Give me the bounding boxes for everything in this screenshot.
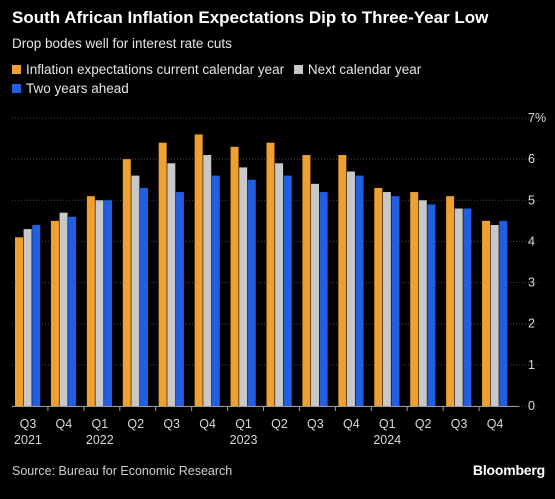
bar <box>95 200 104 406</box>
bar <box>382 192 391 406</box>
x-tick-label: Q3 <box>307 417 324 431</box>
x-tick-label: Q4 <box>56 417 73 431</box>
chart-subtitle: Drop bodes well for interest rate cuts <box>12 36 232 51</box>
x-tick-label: Q4 <box>487 417 504 431</box>
bar <box>338 155 347 406</box>
bar <box>355 175 364 406</box>
bar <box>247 179 256 406</box>
x-tick-label: Q2 <box>415 417 432 431</box>
bar <box>311 183 320 406</box>
legend-swatch <box>293 65 303 74</box>
y-tick-label: 1 <box>528 358 535 372</box>
x-year-label: 2021 <box>14 433 42 447</box>
bar <box>194 134 203 406</box>
y-tick-label: 7% <box>528 111 546 125</box>
bar <box>203 155 212 406</box>
bar <box>23 229 32 406</box>
bar <box>482 220 491 406</box>
legend-item-current-year: Inflation expectations current calendar … <box>12 60 284 79</box>
x-tick-label: Q3 <box>163 417 180 431</box>
legend-label: Two years ahead <box>26 81 129 96</box>
bar <box>427 204 436 406</box>
bar-chart: 0 1 2 3 4 5 6 7% Q3 Q4 Q1 Q2 Q3 Q4 Q1 Q2 Q3 Q4 Q1 Q2 Q3 Q4 202… <box>12 111 546 447</box>
y-tick-label: 2 <box>528 317 535 331</box>
y-tick-label: 4 <box>528 234 535 248</box>
legend-swatch <box>12 65 21 74</box>
bar <box>499 220 508 406</box>
bar <box>463 208 472 406</box>
bar <box>104 200 113 406</box>
bar <box>346 171 355 406</box>
x-year-label: 2023 <box>230 433 258 447</box>
bar <box>131 175 140 406</box>
y-tick-label: 3 <box>528 276 535 290</box>
source-note: Source: Bureau for Economic Research <box>12 464 233 478</box>
bar <box>15 237 23 406</box>
x-year-label: 2024 <box>373 433 401 447</box>
bar <box>139 187 148 406</box>
x-tick-label: Q3 <box>20 417 37 431</box>
bar <box>122 159 131 406</box>
y-tick-label: 6 <box>528 152 535 166</box>
bar <box>391 196 400 406</box>
bar <box>230 146 239 407</box>
bar <box>158 142 167 406</box>
legend: Inflation expectations current calendar … <box>12 60 542 98</box>
bar <box>418 200 427 406</box>
bloomberg-logo: Bloomberg <box>472 462 545 478</box>
x-tick-label: Q4 <box>199 417 216 431</box>
bar <box>490 224 499 406</box>
bar <box>59 212 68 406</box>
bar <box>68 216 77 406</box>
bar <box>266 142 275 406</box>
legend-swatch <box>12 84 21 93</box>
bar <box>319 192 328 406</box>
y-tick-label: 5 <box>528 193 535 207</box>
bar <box>211 175 220 406</box>
bar <box>374 187 383 406</box>
bar <box>50 220 59 406</box>
bar <box>239 167 248 406</box>
x-tick-label: Q1 <box>91 417 108 431</box>
x-tick-label: Q4 <box>343 417 360 431</box>
bar <box>446 196 455 406</box>
bar <box>175 192 184 406</box>
chart-title: South African Inflation Expectations Dip… <box>12 8 489 27</box>
legend-label: Inflation expectations current calendar … <box>26 62 285 77</box>
bar <box>302 155 311 406</box>
legend-item-two-years-ahead: Two years ahead <box>12 79 129 98</box>
x-tick-label: Q2 <box>127 417 144 431</box>
x-tick-label: Q1 <box>235 417 252 431</box>
bar <box>283 175 292 406</box>
bar <box>410 192 419 406</box>
x-year-label: 2022 <box>86 433 114 447</box>
bar <box>275 163 284 406</box>
y-tick-label: 0 <box>528 399 535 413</box>
bar <box>454 208 463 406</box>
legend-item-next-year: Next calendar year <box>293 60 422 79</box>
x-tick-label: Q2 <box>271 417 288 431</box>
bar <box>86 196 95 406</box>
x-tick-label: Q3 <box>451 417 468 431</box>
legend-label: Next calendar year <box>307 62 422 77</box>
x-tick-label: Q1 <box>379 417 396 431</box>
bar <box>167 163 176 406</box>
bar <box>32 224 41 406</box>
